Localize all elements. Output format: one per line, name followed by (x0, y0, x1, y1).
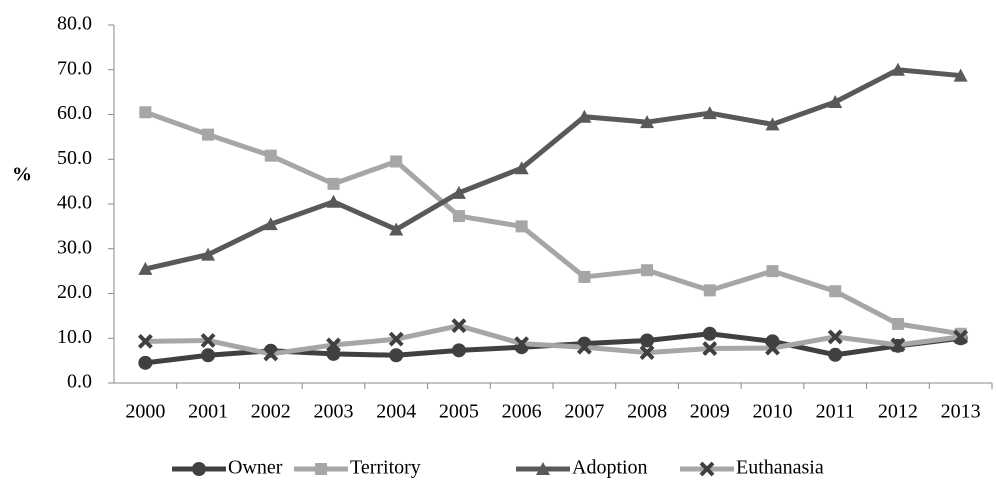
y-tick-label: 40.0 (57, 192, 92, 214)
x-tick-label: 2003 (314, 401, 354, 423)
legend-marker (192, 462, 206, 476)
data-point (326, 337, 341, 353)
data-point (263, 346, 279, 362)
data-point (202, 128, 215, 141)
x-tick-label: 2005 (439, 401, 479, 423)
data-point (890, 62, 905, 76)
x-tick-label: 2008 (627, 401, 667, 423)
y-tick-label: 80.0 (57, 13, 92, 35)
data-point (514, 336, 530, 352)
data-point (451, 343, 466, 358)
x-tick-label: 2011 (816, 401, 855, 423)
x-tick-label: 2000 (125, 401, 165, 423)
data-point (891, 317, 904, 330)
data-point (451, 318, 467, 334)
data-point (702, 106, 717, 120)
y-tick-label: 20.0 (57, 281, 92, 303)
data-point (890, 337, 906, 353)
data-point (515, 220, 528, 233)
data-point (765, 340, 780, 356)
series-line (144, 67, 961, 272)
legend-label: Owner (228, 457, 283, 479)
data-point (139, 106, 152, 119)
data-point (514, 161, 529, 175)
data-point (703, 284, 716, 297)
data-point (953, 68, 968, 82)
data-point (138, 355, 153, 370)
x-tick-label: 2013 (941, 401, 981, 423)
data-point (138, 261, 153, 275)
y-tick-label: 50.0 (57, 147, 92, 169)
x-tick-label: 2002 (251, 401, 291, 423)
x-tick-label: 2012 (878, 401, 918, 423)
data-point (201, 247, 216, 261)
legend-label: Adoption (572, 457, 648, 479)
data-point (953, 329, 969, 345)
data-point (578, 270, 591, 283)
legend-label: Euthanasia (736, 457, 824, 479)
x-tick-label: 2006 (502, 401, 542, 423)
y-tick-label: 70.0 (57, 57, 92, 79)
data-point (640, 333, 655, 348)
data-point (327, 177, 340, 190)
legend-marker (536, 462, 550, 475)
y-tick-label: 10.0 (57, 326, 92, 348)
data-point (389, 222, 404, 236)
data-point (390, 155, 403, 168)
data-point (201, 348, 216, 363)
data-point (829, 285, 842, 298)
data-point (766, 265, 779, 278)
data-point (702, 326, 717, 341)
x-tick-label: 2009 (690, 401, 730, 423)
data-point (326, 194, 341, 208)
x-tick-label: 2010 (753, 401, 793, 423)
data-point (264, 149, 277, 162)
data-point (641, 264, 654, 277)
x-tick-label: 2004 (376, 401, 416, 423)
data-point (639, 345, 655, 360)
data-point (702, 341, 718, 356)
legend-marker (315, 463, 327, 475)
data-point (452, 210, 465, 223)
data-point (137, 333, 153, 349)
legend-label: Territory (350, 457, 421, 479)
data-point (577, 109, 592, 123)
y-tick-label: 60.0 (57, 102, 92, 124)
x-tick-label: 2007 (564, 401, 604, 423)
y-axis-label: % (12, 164, 32, 186)
data-point (828, 94, 843, 108)
series-line (145, 323, 961, 357)
data-point (200, 333, 216, 348)
y-tick-label: 0.0 (67, 371, 92, 393)
x-tick-label: 2001 (188, 401, 228, 423)
data-point (640, 115, 655, 129)
data-point (263, 217, 278, 231)
series-line (144, 109, 962, 337)
data-point (576, 339, 592, 355)
data-point (389, 348, 404, 363)
data-point (388, 331, 404, 347)
legend-marker (699, 461, 715, 477)
data-point (451, 185, 466, 199)
data-point (828, 347, 843, 362)
y-tick-label: 30.0 (57, 236, 92, 258)
data-point (765, 117, 780, 131)
data-point (827, 329, 843, 345)
